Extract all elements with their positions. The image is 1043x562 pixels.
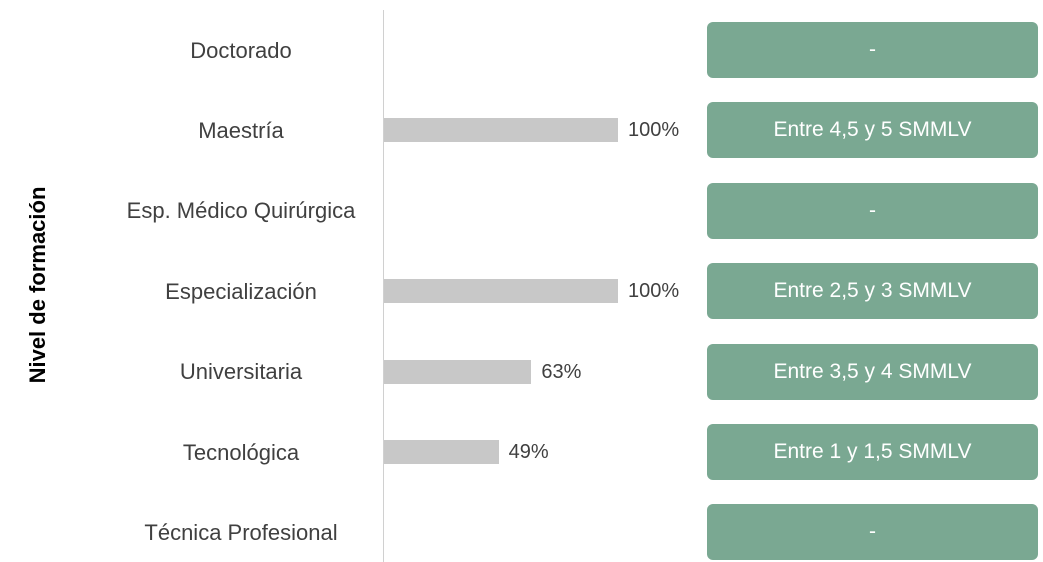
salary-box: - — [707, 504, 1038, 561]
salary-box: - — [707, 22, 1038, 78]
category-label: Universitaria — [126, 342, 356, 402]
axis-line — [383, 10, 384, 562]
bar — [384, 279, 618, 304]
category-text: Universitaria — [179, 359, 303, 385]
category-text: Especialización — [165, 278, 317, 304]
salary-box: Entre 3,5 y 4 SMMLV — [707, 343, 1038, 400]
category-label: Técnica Profesional — [126, 502, 356, 562]
category-label: Especialización — [126, 261, 356, 321]
salary-box: Entre 1 y 1,5 SMMLV — [707, 424, 1038, 480]
salary-box: Entre 4,5 y 5 SMMLV — [707, 102, 1038, 159]
salary-box: Entre 2,5 y 3 SMMLV — [707, 263, 1038, 320]
bar — [384, 359, 532, 384]
category-text: Maestría — [198, 117, 284, 143]
value-label: 63% — [541, 360, 582, 383]
value-label: 49% — [508, 441, 549, 463]
category-text: Tecnológica — [182, 439, 300, 465]
value-label: 100% — [628, 280, 680, 303]
category-text: Doctorado — [190, 37, 292, 63]
category-label: Esp. Médico Quirúrgica — [126, 181, 356, 241]
axis-label: Nivel de formación — [25, 186, 50, 384]
salary-box: - — [707, 182, 1038, 239]
category-label: Doctorado — [126, 20, 356, 80]
category-label: Maestría — [126, 100, 356, 160]
bar — [384, 440, 499, 464]
value-label: 100% — [628, 119, 680, 142]
category-text: Esp. Médico Quirúrgica — [126, 198, 356, 224]
category-label: Tecnológica — [126, 422, 356, 482]
bar — [384, 118, 618, 143]
category-text: Técnica Profesional — [144, 519, 338, 545]
